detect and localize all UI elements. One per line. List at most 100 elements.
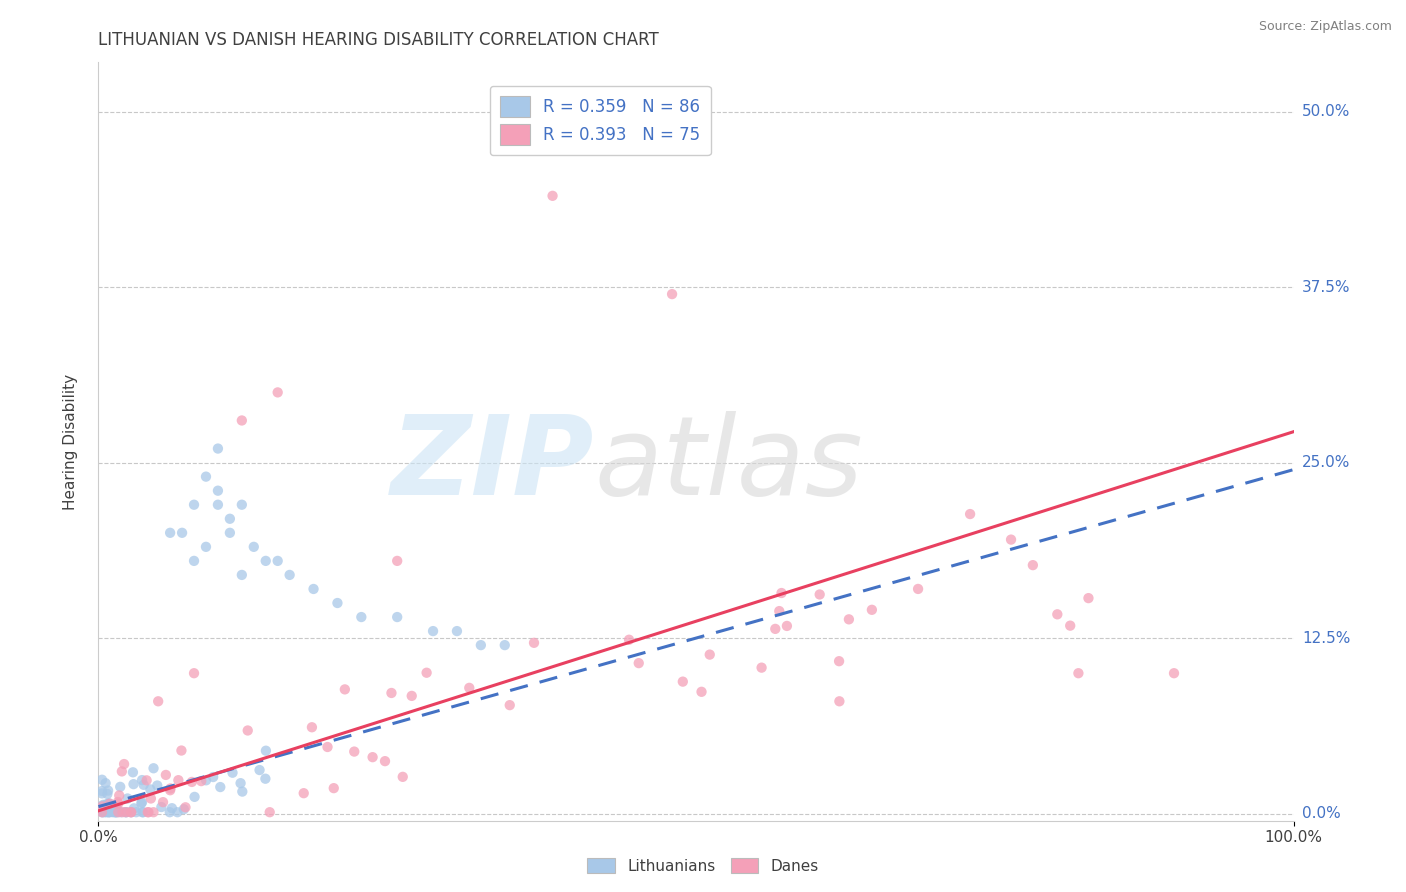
Point xyxy=(385,554,409,568)
Point xyxy=(236,723,259,738)
Point xyxy=(322,781,344,796)
Point xyxy=(131,795,153,809)
Point xyxy=(91,797,114,812)
Point xyxy=(1000,533,1022,547)
Point xyxy=(139,782,162,797)
Point xyxy=(108,789,131,803)
Point xyxy=(343,745,366,759)
Point xyxy=(231,413,253,427)
Point xyxy=(278,568,301,582)
Point xyxy=(120,805,142,820)
Point xyxy=(170,743,193,757)
Point xyxy=(135,773,157,788)
Point xyxy=(122,801,145,815)
Point xyxy=(249,763,271,777)
Point xyxy=(808,587,831,601)
Point xyxy=(91,784,114,798)
Point xyxy=(1046,607,1069,622)
Point xyxy=(110,805,132,820)
Point xyxy=(301,720,323,734)
Point xyxy=(183,498,205,512)
Point xyxy=(173,802,195,816)
Point xyxy=(415,665,437,680)
Point xyxy=(101,805,124,820)
Point xyxy=(132,805,155,820)
Point xyxy=(150,800,173,814)
Point xyxy=(690,685,713,699)
Point xyxy=(96,805,118,820)
Point xyxy=(1077,591,1099,606)
Point xyxy=(243,540,266,554)
Point xyxy=(120,805,142,820)
Point xyxy=(259,805,281,820)
Point xyxy=(541,189,564,203)
Point xyxy=(770,586,793,600)
Point xyxy=(105,800,128,814)
Point xyxy=(267,554,290,568)
Point xyxy=(94,776,117,790)
Point xyxy=(146,779,169,793)
Point xyxy=(361,750,384,764)
Point xyxy=(152,795,174,809)
Point xyxy=(142,761,165,775)
Point xyxy=(172,525,194,540)
Point xyxy=(195,773,218,788)
Point xyxy=(231,498,253,512)
Point xyxy=(627,656,650,670)
Point xyxy=(326,596,349,610)
Point xyxy=(110,780,132,794)
Point xyxy=(142,805,165,820)
Point xyxy=(159,525,181,540)
Legend: R = 0.359   N = 86, R = 0.393   N = 75: R = 0.359 N = 86, R = 0.393 N = 75 xyxy=(491,86,710,155)
Point xyxy=(195,469,218,483)
Point xyxy=(111,805,134,820)
Point xyxy=(122,765,145,780)
Point xyxy=(183,666,205,681)
Point xyxy=(131,805,153,820)
Point xyxy=(422,624,444,639)
Point xyxy=(91,798,114,813)
Point xyxy=(374,754,396,768)
Point xyxy=(391,770,413,784)
Point xyxy=(96,787,118,801)
Point xyxy=(91,772,114,787)
Point xyxy=(131,773,153,788)
Text: 25.0%: 25.0% xyxy=(1302,455,1350,470)
Point xyxy=(1163,666,1185,681)
Text: 50.0%: 50.0% xyxy=(1302,104,1350,120)
Point xyxy=(122,777,145,791)
Point xyxy=(115,805,138,820)
Point xyxy=(219,512,242,526)
Point xyxy=(231,784,253,798)
Point xyxy=(751,660,773,674)
Point xyxy=(112,757,135,772)
Point xyxy=(97,805,120,820)
Point xyxy=(98,797,121,811)
Point xyxy=(91,804,114,818)
Point xyxy=(117,791,139,805)
Text: 37.5%: 37.5% xyxy=(1302,279,1350,294)
Point xyxy=(136,805,159,820)
Point xyxy=(97,783,120,797)
Point xyxy=(107,805,129,820)
Point xyxy=(661,287,683,301)
Point xyxy=(159,783,181,797)
Point xyxy=(97,805,120,820)
Point xyxy=(202,770,225,784)
Point xyxy=(617,632,640,647)
Point xyxy=(107,795,129,809)
Point xyxy=(458,681,481,695)
Point xyxy=(115,805,138,820)
Point xyxy=(183,554,205,568)
Point xyxy=(104,805,127,820)
Point xyxy=(350,610,373,624)
Point xyxy=(446,624,468,639)
Point xyxy=(98,797,121,811)
Point xyxy=(160,801,183,815)
Point xyxy=(221,765,243,780)
Point xyxy=(207,498,229,512)
Point xyxy=(333,682,356,697)
Point xyxy=(267,385,290,400)
Point xyxy=(207,442,229,456)
Point xyxy=(254,554,277,568)
